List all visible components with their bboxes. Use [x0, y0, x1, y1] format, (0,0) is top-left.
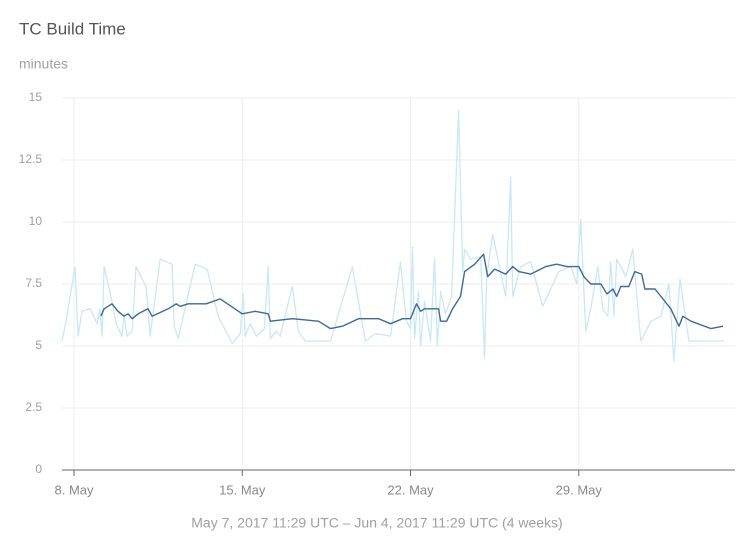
x-tick-label: 29. May [556, 482, 603, 497]
y-tick-label: 0 [35, 462, 42, 476]
chart-subtitle: minutes [19, 56, 68, 72]
x-axis-label: May 7, 2017 11:29 UTC – Jun 4, 2017 11:2… [191, 515, 562, 531]
y-tick-label: 15 [29, 90, 43, 104]
y-tick-label: 12.5 [19, 152, 43, 166]
y-tick-label: 7.5 [25, 276, 42, 290]
x-tick-label: 15. May [219, 482, 266, 497]
chart-title: TC Build Time [19, 19, 126, 38]
data-line [100, 253, 724, 330]
y-tick-label: 2.5 [25, 400, 42, 414]
y-tick-label: 5 [35, 338, 42, 352]
y-tick-label: 10 [29, 214, 43, 228]
data-line [61, 109, 724, 362]
x-tick-label: 8. May [55, 482, 95, 497]
x-tick-label: 22. May [387, 482, 434, 497]
